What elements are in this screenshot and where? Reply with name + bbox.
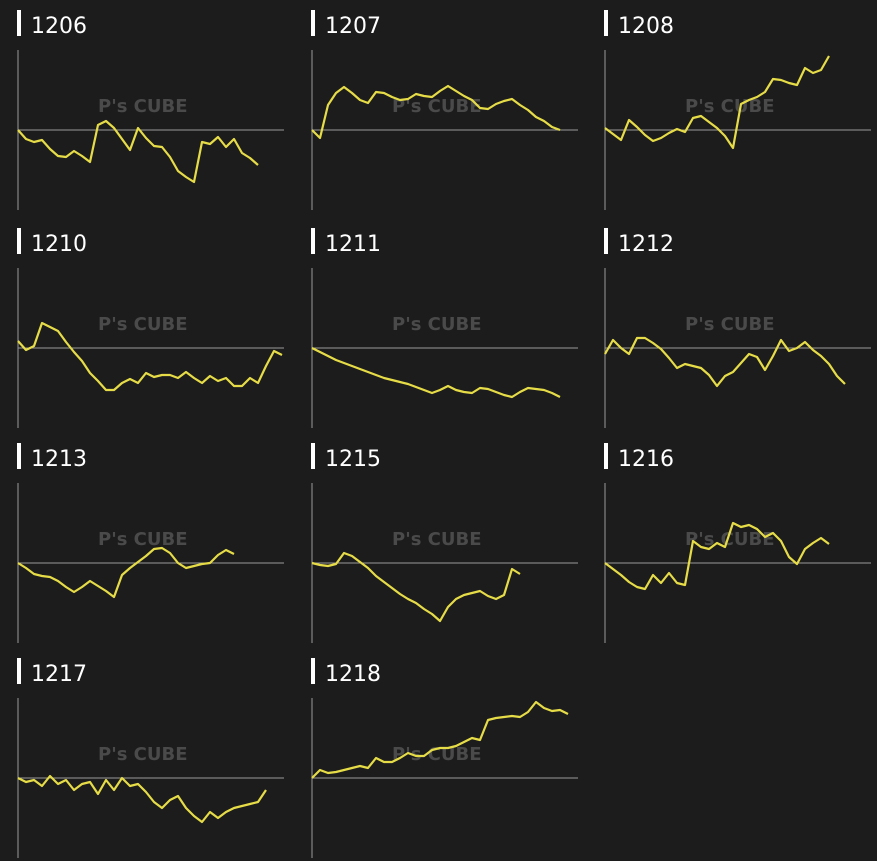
- title-bar: [17, 658, 21, 684]
- title-bar: [17, 10, 21, 36]
- watermark: P's CUBE: [685, 314, 775, 335]
- title-bar: [604, 10, 608, 36]
- watermark: P's CUBE: [98, 529, 188, 550]
- watermark: P's CUBE: [392, 744, 482, 765]
- series-line: [17, 321, 283, 392]
- title-bar: [311, 658, 315, 684]
- title-bar: [604, 228, 608, 254]
- title-bar: [17, 443, 21, 469]
- chart-title: 1210: [31, 232, 87, 257]
- title-bar: [311, 228, 315, 254]
- watermark: P's CUBE: [392, 529, 482, 550]
- series-line: [311, 700, 569, 779]
- series-line: [311, 84, 561, 140]
- series-line: [604, 55, 830, 150]
- series-line: [311, 347, 561, 399]
- series-line: [604, 336, 846, 388]
- series-line: [311, 551, 521, 623]
- title-bar: [311, 10, 315, 36]
- chart-title: 1206: [31, 14, 87, 39]
- chart-title: 1208: [618, 14, 674, 39]
- series-line: [17, 774, 267, 824]
- chart-title: 1211: [325, 232, 381, 257]
- title-bar: [17, 228, 21, 254]
- chart-title: 1212: [618, 232, 674, 257]
- watermark: P's CUBE: [392, 96, 482, 117]
- title-bar: [311, 443, 315, 469]
- chart-title: 1216: [618, 447, 674, 472]
- watermark: P's CUBE: [98, 314, 188, 335]
- chart-title: 1213: [31, 447, 87, 472]
- title-bar: [604, 443, 608, 469]
- chart-title: 1215: [325, 447, 381, 472]
- watermark: P's CUBE: [685, 96, 775, 117]
- watermark: P's CUBE: [392, 314, 482, 335]
- series-line: [17, 119, 259, 184]
- chart-title: 1217: [31, 662, 87, 687]
- chart-title: 1207: [325, 14, 381, 39]
- series-line: [604, 521, 830, 591]
- watermark: P's CUBE: [685, 529, 775, 550]
- series-line: [17, 546, 235, 599]
- watermark: P's CUBE: [98, 744, 188, 765]
- chart-title: 1218: [325, 662, 381, 687]
- watermark: P's CUBE: [98, 96, 188, 117]
